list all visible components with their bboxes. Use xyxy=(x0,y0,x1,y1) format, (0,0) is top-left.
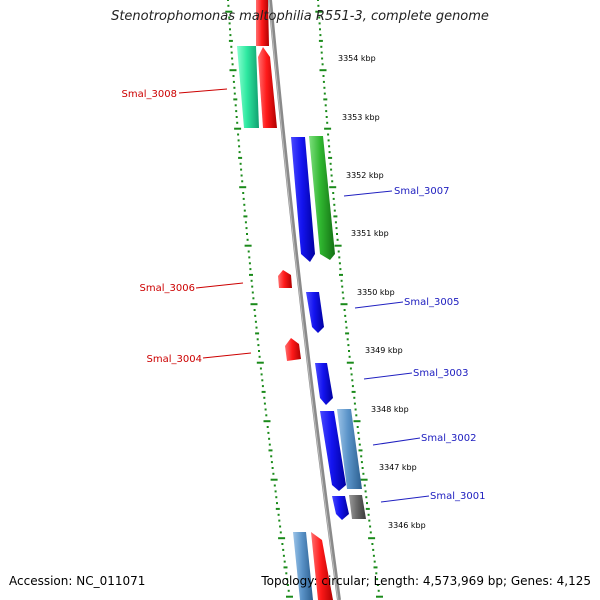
gene-label-smal-3007: Smal_3007 xyxy=(394,186,449,197)
accession-text: Accession: NC_011071 xyxy=(9,574,146,588)
tick-label: 3352 kbp xyxy=(346,171,384,180)
gene-bottom-steel xyxy=(293,532,313,600)
leader-line-smal-3008 xyxy=(178,88,228,94)
leader-line-smal-3004 xyxy=(202,352,252,359)
gene-smal-3004 xyxy=(285,338,301,361)
gene-bottom-red xyxy=(311,532,333,600)
leader-line-smal-3005 xyxy=(354,301,404,309)
tick-label: 3348 kbp xyxy=(371,405,409,414)
tick-label: 3347 kbp xyxy=(379,463,417,472)
gene-label-smal-3004: Smal_3004 xyxy=(147,354,202,365)
genome-backbone-highlight xyxy=(268,0,339,600)
gene-top-red xyxy=(256,0,269,46)
gene-label-smal-3002: Smal_3002 xyxy=(421,433,476,444)
leader-line-smal-3002 xyxy=(372,437,421,446)
leader-line-smal-3006 xyxy=(195,282,244,289)
tick-label: 3351 kbp xyxy=(351,229,389,238)
genome-backbone xyxy=(268,0,341,600)
gene-labels: Smal_3008 Smal_3007 Smal_3006 Smal_3005 … xyxy=(122,89,486,502)
map-title: Stenotrophomonas maltophilia R551-3, com… xyxy=(111,9,489,24)
gene-smal-3008-teal xyxy=(237,46,259,128)
gene-smal-3007-blue xyxy=(291,137,315,262)
gene-label-lines xyxy=(178,88,430,503)
tick-labels: 3354 kbp 3353 kbp 3352 kbp 3351 kbp 3350… xyxy=(338,54,426,530)
leader-line-smal-3003 xyxy=(363,372,413,380)
leader-line-smal-3007 xyxy=(343,190,393,197)
gene-smal-3002-blue xyxy=(320,411,346,491)
tick-label: 3346 kbp xyxy=(388,521,426,530)
gene-smal-3002-steel xyxy=(337,409,362,489)
gene-label-smal-3003: Smal_3003 xyxy=(413,368,468,379)
tick-label: 3350 kbp xyxy=(357,288,395,297)
gene-smal-3003 xyxy=(315,363,333,405)
gene-label-smal-3006: Smal_3006 xyxy=(140,283,195,294)
tick-label: 3349 kbp xyxy=(365,346,403,355)
gene-smal-3001-gray xyxy=(349,495,366,519)
tick-marks xyxy=(225,0,383,598)
gene-smal-3007-green xyxy=(309,136,335,260)
tick-label: 3354 kbp xyxy=(338,54,376,63)
tick-label: 3353 kbp xyxy=(342,113,380,122)
gene-smal-3006 xyxy=(278,270,292,288)
gene-smal-3005 xyxy=(306,292,324,333)
gene-label-smal-3001: Smal_3001 xyxy=(430,491,485,502)
gene-smal-3008-red xyxy=(258,47,277,128)
gene-label-smal-3005: Smal_3005 xyxy=(404,297,459,308)
gene-label-smal-3008: Smal_3008 xyxy=(122,89,177,100)
genome-summary-text: Topology: circular; Length: 4,573,969 bp… xyxy=(261,574,591,588)
leader-line-smal-3001 xyxy=(380,495,430,503)
gene-smal-3001-blue xyxy=(332,496,349,520)
